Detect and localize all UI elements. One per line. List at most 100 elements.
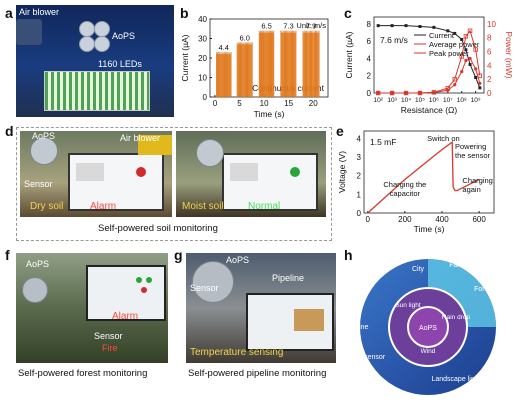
series-line [367, 140, 480, 214]
outer-label: Environment sensor [344, 354, 386, 361]
label-aops: AoPS [32, 131, 56, 141]
y-tick-label: 0 [367, 89, 372, 98]
caption-f: Self-powered forest monitoring [18, 368, 148, 379]
data-point [445, 85, 450, 91]
outer-label: Farmland [449, 262, 479, 269]
y-tick-label: 20 [198, 54, 207, 63]
y-tick-label: 6 [367, 37, 372, 46]
outer-label: Forest [474, 286, 494, 293]
speed-label: 7.9 [306, 22, 316, 31]
panel-label-f: f [5, 247, 10, 263]
data-point [390, 24, 394, 28]
data-point [474, 67, 478, 71]
x-tick-label: 10⁶ [429, 97, 439, 104]
panel-label-e: e [336, 123, 344, 139]
x-tick-label: 20 [309, 99, 318, 108]
data-point [417, 90, 423, 96]
data-point [459, 54, 464, 59]
x-axis-label: Resistance (Ω) [401, 105, 458, 115]
powering-label-2: the sensor [455, 151, 491, 160]
series-line [378, 29, 481, 94]
powering-label-1: Powering [455, 142, 486, 151]
switch-on-label: Switch on [427, 134, 460, 143]
label-sensor: Sensor [190, 283, 219, 293]
label-moist-soil: Moist soil [182, 201, 224, 212]
x-axis-label: Time (s) [254, 109, 285, 119]
chart-c: 10² 10³ 10⁴ 10⁵ 10⁶ 10⁷ 10⁸ 10⁹ 0 2 4 6 8 0 2 4 6 8 10 Resi… [344, 16, 514, 115]
aops-device-image [30, 137, 58, 165]
label-air-blower: Air blower [19, 7, 60, 17]
label-leds: 1160 LEDs [98, 59, 142, 69]
led-panel-image [44, 71, 150, 111]
label-normal: Normal [248, 201, 281, 212]
capacitance-label: 1.5 mF [370, 137, 396, 147]
data-point [468, 63, 472, 66]
y-tick-label: 0 [357, 209, 362, 218]
x-tick-label: 600 [472, 215, 486, 224]
data-point [463, 34, 469, 39]
monitor-screen [86, 265, 166, 321]
y-axis-label: Current (µA) [344, 31, 354, 78]
x-tick-label: 200 [398, 215, 412, 224]
center-label: AoPS [419, 325, 437, 332]
speed-label: 4.4 [219, 43, 229, 52]
x-tick-label: 0 [365, 215, 370, 224]
label-temperature-sensing: Temperature sensing [190, 347, 284, 358]
series-line [378, 57, 481, 94]
data-point [467, 28, 473, 34]
panel-label-g: g [174, 247, 183, 263]
x-tick-label: 10⁹ [471, 97, 481, 104]
monitor-screen [246, 293, 334, 351]
data-point [464, 48, 468, 52]
data-point [478, 86, 482, 90]
aops-device-image [196, 139, 224, 167]
speed-label: 7.6 m/s [380, 35, 408, 45]
unit-label: Unit: m/s [296, 21, 326, 30]
label-alarm: Alarm [90, 201, 117, 212]
data-point [404, 24, 408, 28]
data-point [460, 69, 464, 74]
y2-axis-label: Power (mW) [504, 31, 514, 78]
data-point [478, 81, 482, 85]
x-tick-label: 0 [213, 99, 218, 108]
data-point [473, 47, 478, 52]
blower-outlet [16, 19, 42, 45]
data-point [418, 25, 422, 28]
y-tick-label: 2 [367, 72, 372, 81]
inner-label: Sun light [395, 302, 420, 309]
core-circle [407, 306, 449, 348]
legend-label: Average power [429, 40, 480, 49]
y2-tick-label: 8 [487, 34, 492, 43]
data-point [468, 56, 472, 61]
x-tick-label: 10⁴ [401, 97, 411, 104]
diagram-h: AoPS Sun light Rain drop Wind Farmland Forest… [344, 259, 496, 395]
panel-label-h: h [344, 247, 353, 263]
panel-d-photo-dry: AoPS Air blower Sensor Dry soil Alarm [20, 131, 172, 217]
forest-sector [428, 259, 496, 327]
label-alarm: Alarm [112, 311, 139, 322]
series-band [302, 32, 320, 97]
legend-label: Current [429, 31, 455, 40]
alarm-indicator-icon [136, 167, 146, 177]
outer-label: Pipeline [344, 324, 369, 331]
data-point [474, 75, 478, 79]
y-tick-label: 8 [367, 20, 372, 29]
label-pipeline: Pipeline [272, 273, 305, 283]
monitor-screen [222, 153, 318, 211]
panel-label-c: c [344, 5, 352, 21]
panel-f-photo: AoPS Alarm Sensor Fire [16, 253, 168, 363]
panel-label-d: d [5, 123, 14, 139]
blower-image [138, 135, 172, 155]
y-tick-label: 4 [367, 54, 372, 63]
aops-device-image [192, 261, 234, 303]
aops-device-image [79, 21, 110, 52]
x-tick-label: 10³ [387, 97, 397, 104]
speed-label: 7.3 [283, 22, 293, 31]
data-point [460, 37, 464, 41]
label-sensor: Sensor [24, 179, 53, 189]
outer-label: Landscape light [431, 376, 480, 383]
data-point [477, 73, 483, 78]
y-tick-label: 1 [357, 190, 362, 199]
x-tick-label: 5 [237, 99, 242, 108]
charging-cap-label-2: capacitor [390, 189, 421, 198]
